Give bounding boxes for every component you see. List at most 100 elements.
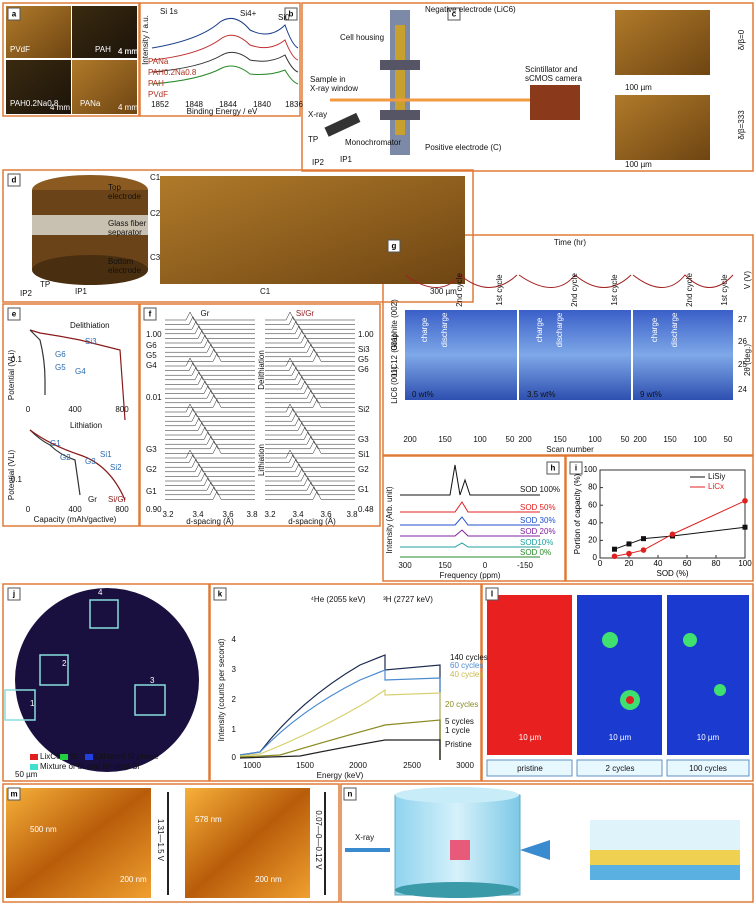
- label: 3.2: [162, 510, 174, 519]
- spectrum-line: [165, 435, 255, 445]
- label: TP: [40, 280, 50, 289]
- label: G3: [85, 457, 96, 466]
- spectrum-line: [165, 329, 255, 339]
- label: sCMOS camera: [525, 74, 582, 83]
- label: 4 mm: [118, 103, 138, 112]
- label: G3: [146, 445, 157, 454]
- label: Delithiation: [257, 350, 266, 390]
- spectrum-line: [165, 431, 255, 440]
- label: 4: [232, 635, 237, 644]
- label: Si 1s: [160, 7, 178, 16]
- spectrum-line: [265, 481, 355, 491]
- label: δ/β=0: [737, 29, 746, 50]
- panel-letter: k: [218, 590, 223, 599]
- label: G2: [358, 465, 369, 474]
- spectrum-line: [165, 486, 255, 496]
- label: Pristine: [445, 740, 472, 749]
- label: Bottom: [108, 257, 134, 266]
- panel-d-images: [32, 175, 465, 285]
- panel-letter-box: [546, 461, 560, 475]
- panel-letter-box: [213, 587, 227, 601]
- panel-letter-box: [7, 787, 21, 801]
- label: 26: [738, 337, 747, 346]
- spectrum-line: [165, 316, 255, 325]
- label: 1st cycle: [495, 274, 504, 306]
- spectrum-line: [265, 371, 355, 381]
- label: Delithiation: [70, 321, 110, 330]
- point: [742, 524, 748, 530]
- spectrum-line: [265, 316, 355, 325]
- panel-letter: g: [392, 242, 397, 251]
- panel-k-curves: [239, 654, 441, 760]
- spectrum-line: [265, 343, 355, 353]
- spectrum-line: [165, 366, 255, 376]
- panel-letter: j: [12, 590, 15, 599]
- label: 200 nm: [120, 875, 147, 884]
- spectrum-line: [265, 490, 355, 500]
- spectrum-line: [265, 329, 355, 339]
- spectrum-line: [265, 477, 355, 486]
- point: [640, 547, 647, 553]
- label: G6: [146, 341, 157, 350]
- label: 3000: [456, 761, 474, 770]
- legend-label: LiSiy: [708, 472, 725, 481]
- panel-c-device: [324, 10, 710, 160]
- spectrum-line: [165, 343, 255, 353]
- spectrum-line: [165, 394, 255, 404]
- label: 2: [62, 659, 67, 668]
- label: 200: [518, 435, 532, 444]
- label: 300: [398, 561, 412, 570]
- label: 200: [633, 435, 647, 444]
- panel-letter-box: [447, 7, 461, 21]
- chart: 0 20 40 60 80 100 0 20 40 60 80 100 SOD (%) Portion o…: [573, 465, 752, 578]
- label: 800: [115, 505, 129, 514]
- spectrum-line: [165, 490, 255, 500]
- label: C2: [150, 209, 161, 218]
- panel-letter-box: [7, 173, 21, 187]
- spectrum-line: [165, 408, 255, 417]
- label: Potential (VLi): [7, 350, 16, 401]
- label: 140 cycles: [450, 653, 488, 662]
- label: SOD 100%: [520, 485, 560, 494]
- label: SOD 20%: [520, 527, 556, 536]
- label: 3.4: [292, 510, 304, 519]
- label: Si1: [100, 450, 112, 459]
- label: TP: [308, 135, 318, 144]
- label: G3: [358, 435, 369, 444]
- label: Monochromator: [345, 138, 401, 147]
- label: 4 mm: [118, 47, 138, 56]
- label: LiC12 (001): [390, 334, 399, 376]
- label: Si/Gr: [108, 495, 127, 504]
- x-tick-label: 20: [625, 559, 634, 568]
- spectrum-line: [165, 311, 255, 321]
- label: 0: [483, 561, 488, 570]
- label: 100 µm: [625, 160, 652, 169]
- label: 1848: [185, 100, 203, 109]
- spectrum-line: [265, 472, 355, 482]
- label: LixC6: [40, 752, 61, 761]
- label: separator: [108, 228, 142, 237]
- spectrum-line: [165, 320, 255, 330]
- spectrum-line: [265, 394, 355, 404]
- label: 1.00: [358, 330, 374, 339]
- spectrum-line: [265, 357, 355, 367]
- label: -150: [517, 561, 534, 570]
- spectrum-line: [265, 339, 355, 348]
- label: 1 cycle: [445, 726, 470, 735]
- spectrum-line: [265, 449, 355, 459]
- label: 3.6: [222, 510, 234, 519]
- spectrum-line: [165, 472, 255, 482]
- label: discharge: [670, 312, 679, 347]
- label: 578 nm: [195, 815, 222, 824]
- label: X-ray window: [310, 84, 358, 93]
- label: charge: [535, 317, 544, 342]
- label: 5 cycles: [445, 717, 474, 726]
- panel-letter: l: [491, 590, 493, 599]
- spectrum-line: [265, 352, 355, 362]
- label: 200: [403, 435, 417, 444]
- spectrum-line: [165, 417, 255, 427]
- label: Gr: [201, 309, 210, 318]
- label: 3: [150, 676, 155, 685]
- label: V (V): [743, 271, 752, 290]
